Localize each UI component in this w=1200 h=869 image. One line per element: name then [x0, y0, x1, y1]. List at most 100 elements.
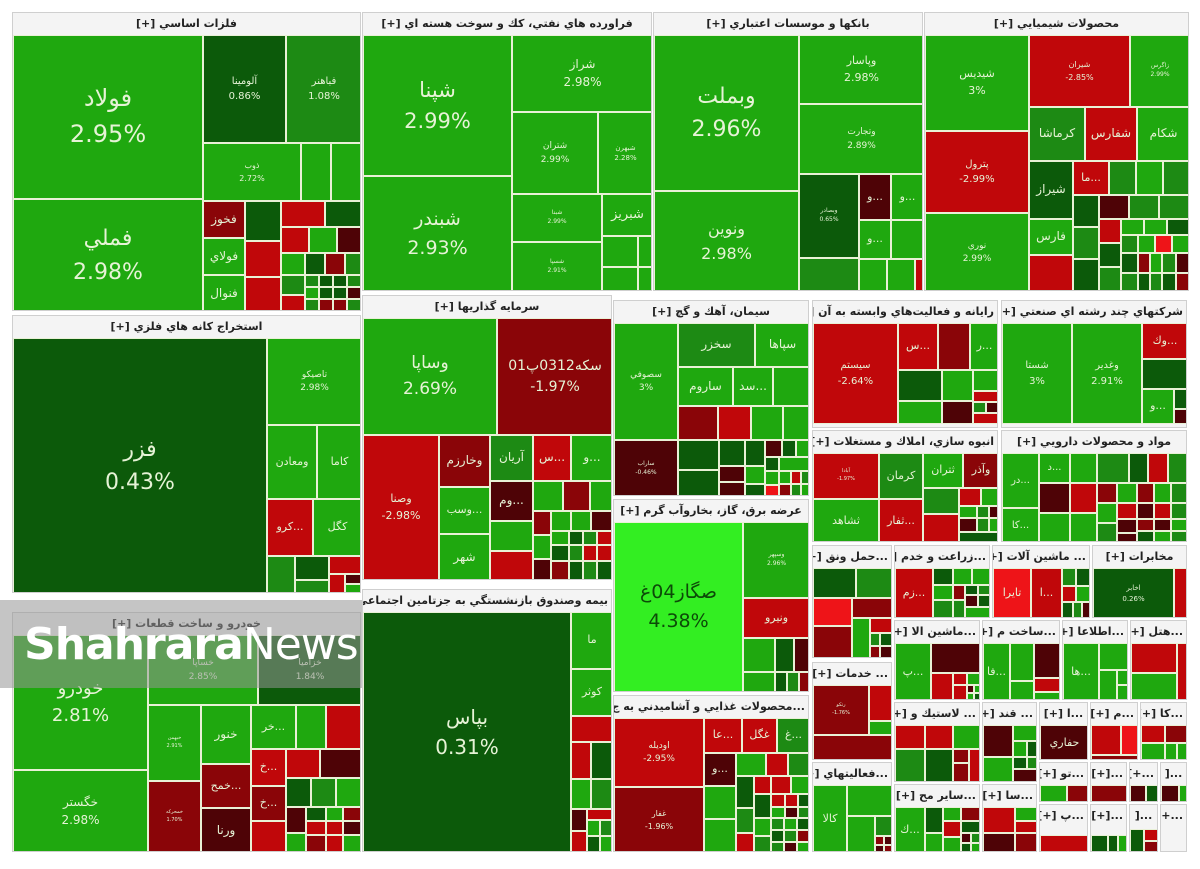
- sector-s2[interactable]: فراورده هاي نفتي، كك و سوخت هسته اي [+] ش…: [362, 12, 652, 291]
- sector-title[interactable]: ...+]: [1161, 809, 1183, 822]
- symbol-tile-unlabeled[interactable]: [1070, 453, 1097, 483]
- symbol-tile-unlabeled[interactable]: [1167, 219, 1188, 235]
- symbol-tile-unlabeled[interactable]: [1097, 523, 1117, 541]
- symbol-tile-unlabeled[interactable]: [953, 725, 979, 749]
- symbol-tile-unlabeled[interactable]: [325, 253, 345, 275]
- symbol-tile-unlabeled[interactable]: [925, 833, 943, 851]
- sector-s32[interactable]: ...تو [+]: [1039, 762, 1088, 802]
- symbol-tile-unlabeled[interactable]: [942, 401, 973, 424]
- symbol-tile[interactable]: وغدير 2.91%: [1072, 323, 1142, 424]
- sector-title[interactable]: ... قند [+]: [983, 707, 1033, 720]
- symbol-tile-unlabeled[interactable]: [1029, 255, 1073, 290]
- symbol-tile-unlabeled[interactable]: [771, 830, 784, 842]
- symbol-tile[interactable]: ...ما: [1073, 161, 1109, 195]
- symbol-tile[interactable]: وبصادر 0.65%: [799, 174, 859, 258]
- symbol-tile[interactable]: شفارس: [1085, 107, 1137, 161]
- symbol-tile-unlabeled[interactable]: [1174, 568, 1186, 617]
- symbol-tile-unlabeled[interactable]: [898, 370, 942, 401]
- symbol-tile-unlabeled[interactable]: [1097, 453, 1129, 483]
- symbol-tile[interactable]: كالا: [813, 785, 847, 851]
- symbol-tile-unlabeled[interactable]: [347, 287, 360, 299]
- sector-s39[interactable]: ...[: [1129, 804, 1158, 852]
- symbol-tile-unlabeled[interactable]: [1015, 821, 1036, 833]
- symbol-tile-unlabeled[interactable]: [281, 201, 325, 227]
- symbol-tile-unlabeled[interactable]: [305, 287, 319, 299]
- sector-s8[interactable]: رايانه و فعاليت‌هاي وابسته به آن [+] سيست…: [812, 300, 998, 428]
- symbol-tile[interactable]: سخزر: [678, 323, 755, 367]
- symbol-tile-unlabeled[interactable]: [743, 672, 775, 691]
- symbol-tile[interactable]: ...كا: [1002, 508, 1039, 541]
- sector-title[interactable]: رايانه و فعاليت‌هاي وابسته به آن [+]: [813, 305, 994, 318]
- symbol-tile[interactable]: آريان: [490, 435, 533, 481]
- symbol-tile-unlabeled[interactable]: [602, 236, 638, 267]
- symbol-tile-unlabeled[interactable]: [971, 843, 979, 851]
- symbol-tile[interactable]: حفاري: [1040, 725, 1087, 759]
- symbol-tile-unlabeled[interactable]: [959, 488, 981, 506]
- symbol-tile-unlabeled[interactable]: [784, 818, 797, 830]
- symbol-tile-unlabeled[interactable]: [989, 518, 997, 532]
- symbol-tile-unlabeled[interactable]: [533, 481, 563, 511]
- sector-s1[interactable]: فلزات اساسي [+] فولاد 2.95% فملي 2.98% آلومين…: [12, 12, 361, 311]
- sector-s19[interactable]: مخابرات [+] اخابر 0.26%: [1092, 545, 1187, 618]
- sector-title[interactable]: محصولات شيميايي [+]: [993, 17, 1120, 30]
- symbol-tile-unlabeled[interactable]: [983, 833, 1015, 851]
- symbol-tile-unlabeled[interactable]: [875, 836, 884, 845]
- symbol-tile[interactable]: ...و: [891, 174, 922, 220]
- symbol-tile[interactable]: بپاس 0.31%: [363, 612, 571, 851]
- symbol-tile-unlabeled[interactable]: [533, 559, 551, 579]
- symbol-tile-unlabeled[interactable]: [959, 506, 977, 518]
- symbol-tile-unlabeled[interactable]: [1117, 503, 1137, 519]
- symbol-tile-unlabeled[interactable]: [797, 830, 808, 842]
- symbol-tile-unlabeled[interactable]: [1073, 195, 1099, 227]
- symbol-tile[interactable]: سصوفي 3%: [614, 323, 678, 440]
- symbol-tile[interactable]: وساپا 2.69%: [363, 318, 497, 435]
- symbol-tile[interactable]: اخابر 0.26%: [1093, 568, 1174, 617]
- symbol-tile-unlabeled[interactable]: [1013, 757, 1027, 769]
- symbol-tile-unlabeled[interactable]: [925, 749, 953, 781]
- sector-s37[interactable]: ...پ [+]: [1039, 804, 1088, 852]
- symbol-tile-unlabeled[interactable]: [1165, 743, 1177, 759]
- symbol-tile-unlabeled[interactable]: [311, 778, 336, 807]
- symbol-tile[interactable]: شيراز: [1029, 161, 1073, 219]
- symbol-tile-unlabeled[interactable]: [765, 471, 779, 485]
- symbol-tile[interactable]: ...ك: [895, 807, 925, 851]
- symbol-tile-unlabeled[interactable]: [1162, 253, 1176, 273]
- sector-title[interactable]: سرمايه گذاريها [+]: [434, 300, 540, 313]
- symbol-tile-unlabeled[interactable]: [775, 672, 787, 691]
- symbol-tile-unlabeled[interactable]: [719, 440, 745, 466]
- symbol-tile-unlabeled[interactable]: [1027, 741, 1036, 757]
- symbol-tile[interactable]: وآذر: [963, 453, 997, 488]
- sector-title[interactable]: ...ساخت م [+]: [983, 625, 1056, 638]
- symbol-tile-unlabeled[interactable]: [1137, 531, 1154, 541]
- symbol-tile[interactable]: وتجارت 2.89%: [799, 104, 922, 174]
- symbol-tile-unlabeled[interactable]: [973, 413, 997, 424]
- symbol-tile-unlabeled[interactable]: [766, 753, 788, 776]
- symbol-tile-unlabeled[interactable]: [880, 633, 891, 646]
- symbol-tile-unlabeled[interactable]: [943, 821, 961, 837]
- symbol-tile-unlabeled[interactable]: [1174, 389, 1186, 409]
- symbol-tile-unlabeled[interactable]: [1176, 273, 1188, 290]
- symbol-tile-unlabeled[interactable]: [1073, 602, 1082, 617]
- sector-title[interactable]: سيمان، آهك و گچ [+]: [652, 305, 770, 318]
- symbol-tile[interactable]: ...در: [1002, 453, 1039, 508]
- symbol-tile-unlabeled[interactable]: [326, 821, 343, 835]
- symbol-tile-unlabeled[interactable]: [959, 532, 997, 541]
- symbol-tile-unlabeled[interactable]: [771, 842, 784, 851]
- symbol-tile[interactable]: ...ثفار: [879, 499, 923, 541]
- sector-title[interactable]: مواد و محصولات دارويي [+]: [1016, 435, 1172, 448]
- symbol-tile[interactable]: وبملت 2.96%: [654, 35, 799, 191]
- symbol-tile-unlabeled[interactable]: [704, 819, 736, 851]
- symbol-tile-unlabeled[interactable]: [719, 466, 745, 482]
- symbol-tile[interactable]: خگستر 2.98%: [13, 770, 148, 851]
- symbol-tile-unlabeled[interactable]: [571, 779, 591, 809]
- symbol-tile-unlabeled[interactable]: [326, 807, 343, 821]
- symbol-tile-unlabeled[interactable]: [1138, 273, 1150, 290]
- symbol-tile-unlabeled[interactable]: [765, 457, 779, 471]
- symbol-tile-unlabeled[interactable]: [771, 818, 784, 830]
- symbol-tile-unlabeled[interactable]: [1177, 743, 1186, 759]
- symbol-tile-unlabeled[interactable]: [326, 835, 343, 851]
- symbol-tile[interactable]: رتكو -1.76%: [813, 685, 869, 735]
- symbol-tile-unlabeled[interactable]: [870, 633, 880, 646]
- sector-s6[interactable]: سرمايه گذاريها [+] وساپا 2.69% سكه0312پ01 -1…: [362, 295, 612, 580]
- symbol-tile-unlabeled[interactable]: [1117, 519, 1137, 533]
